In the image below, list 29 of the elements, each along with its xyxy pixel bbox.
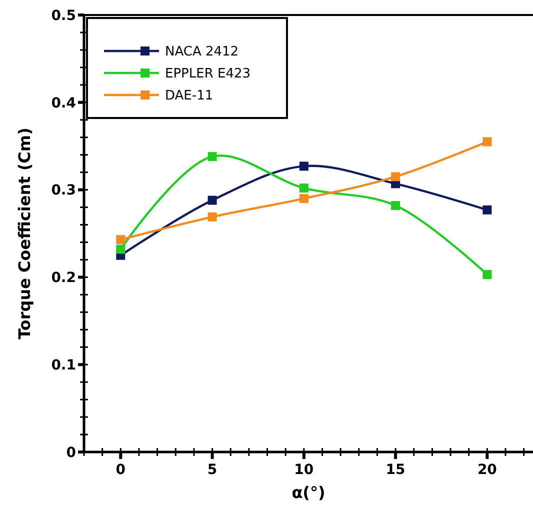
y-tick-label: 0.1 [51,358,76,374]
point [299,184,308,193]
legend-label: NACA 2412 [165,44,239,60]
point [299,194,308,204]
point [391,172,400,182]
legend-label: DAE-11 [165,88,214,104]
y-tick-label: 0.5 [51,8,76,24]
point [482,137,492,146]
point [391,201,400,210]
y-tick-label: 0.3 [51,182,76,199]
point [482,205,492,214]
point [482,270,492,280]
point [116,244,126,254]
x-tick-label: 0 [116,462,126,478]
point [299,162,308,171]
x-tick-label: 5 [207,462,218,478]
point [116,235,126,244]
point [208,152,217,162]
point [208,212,217,222]
y-tick-label: 0 [66,444,76,461]
y-tick-label: 0.2 [51,270,76,286]
y-tick-label: 0.4 [51,95,76,112]
x-axis-title: α(°) [292,483,326,502]
y-axis-title: Torque Coefficient (Cm) [15,128,34,340]
x-tick-label: 20 [477,462,498,478]
legend-label: EPPLER E423 [165,66,251,82]
x-tick-label: 10 [294,462,314,478]
x-tick-label: 15 [386,462,406,478]
point [208,196,217,205]
